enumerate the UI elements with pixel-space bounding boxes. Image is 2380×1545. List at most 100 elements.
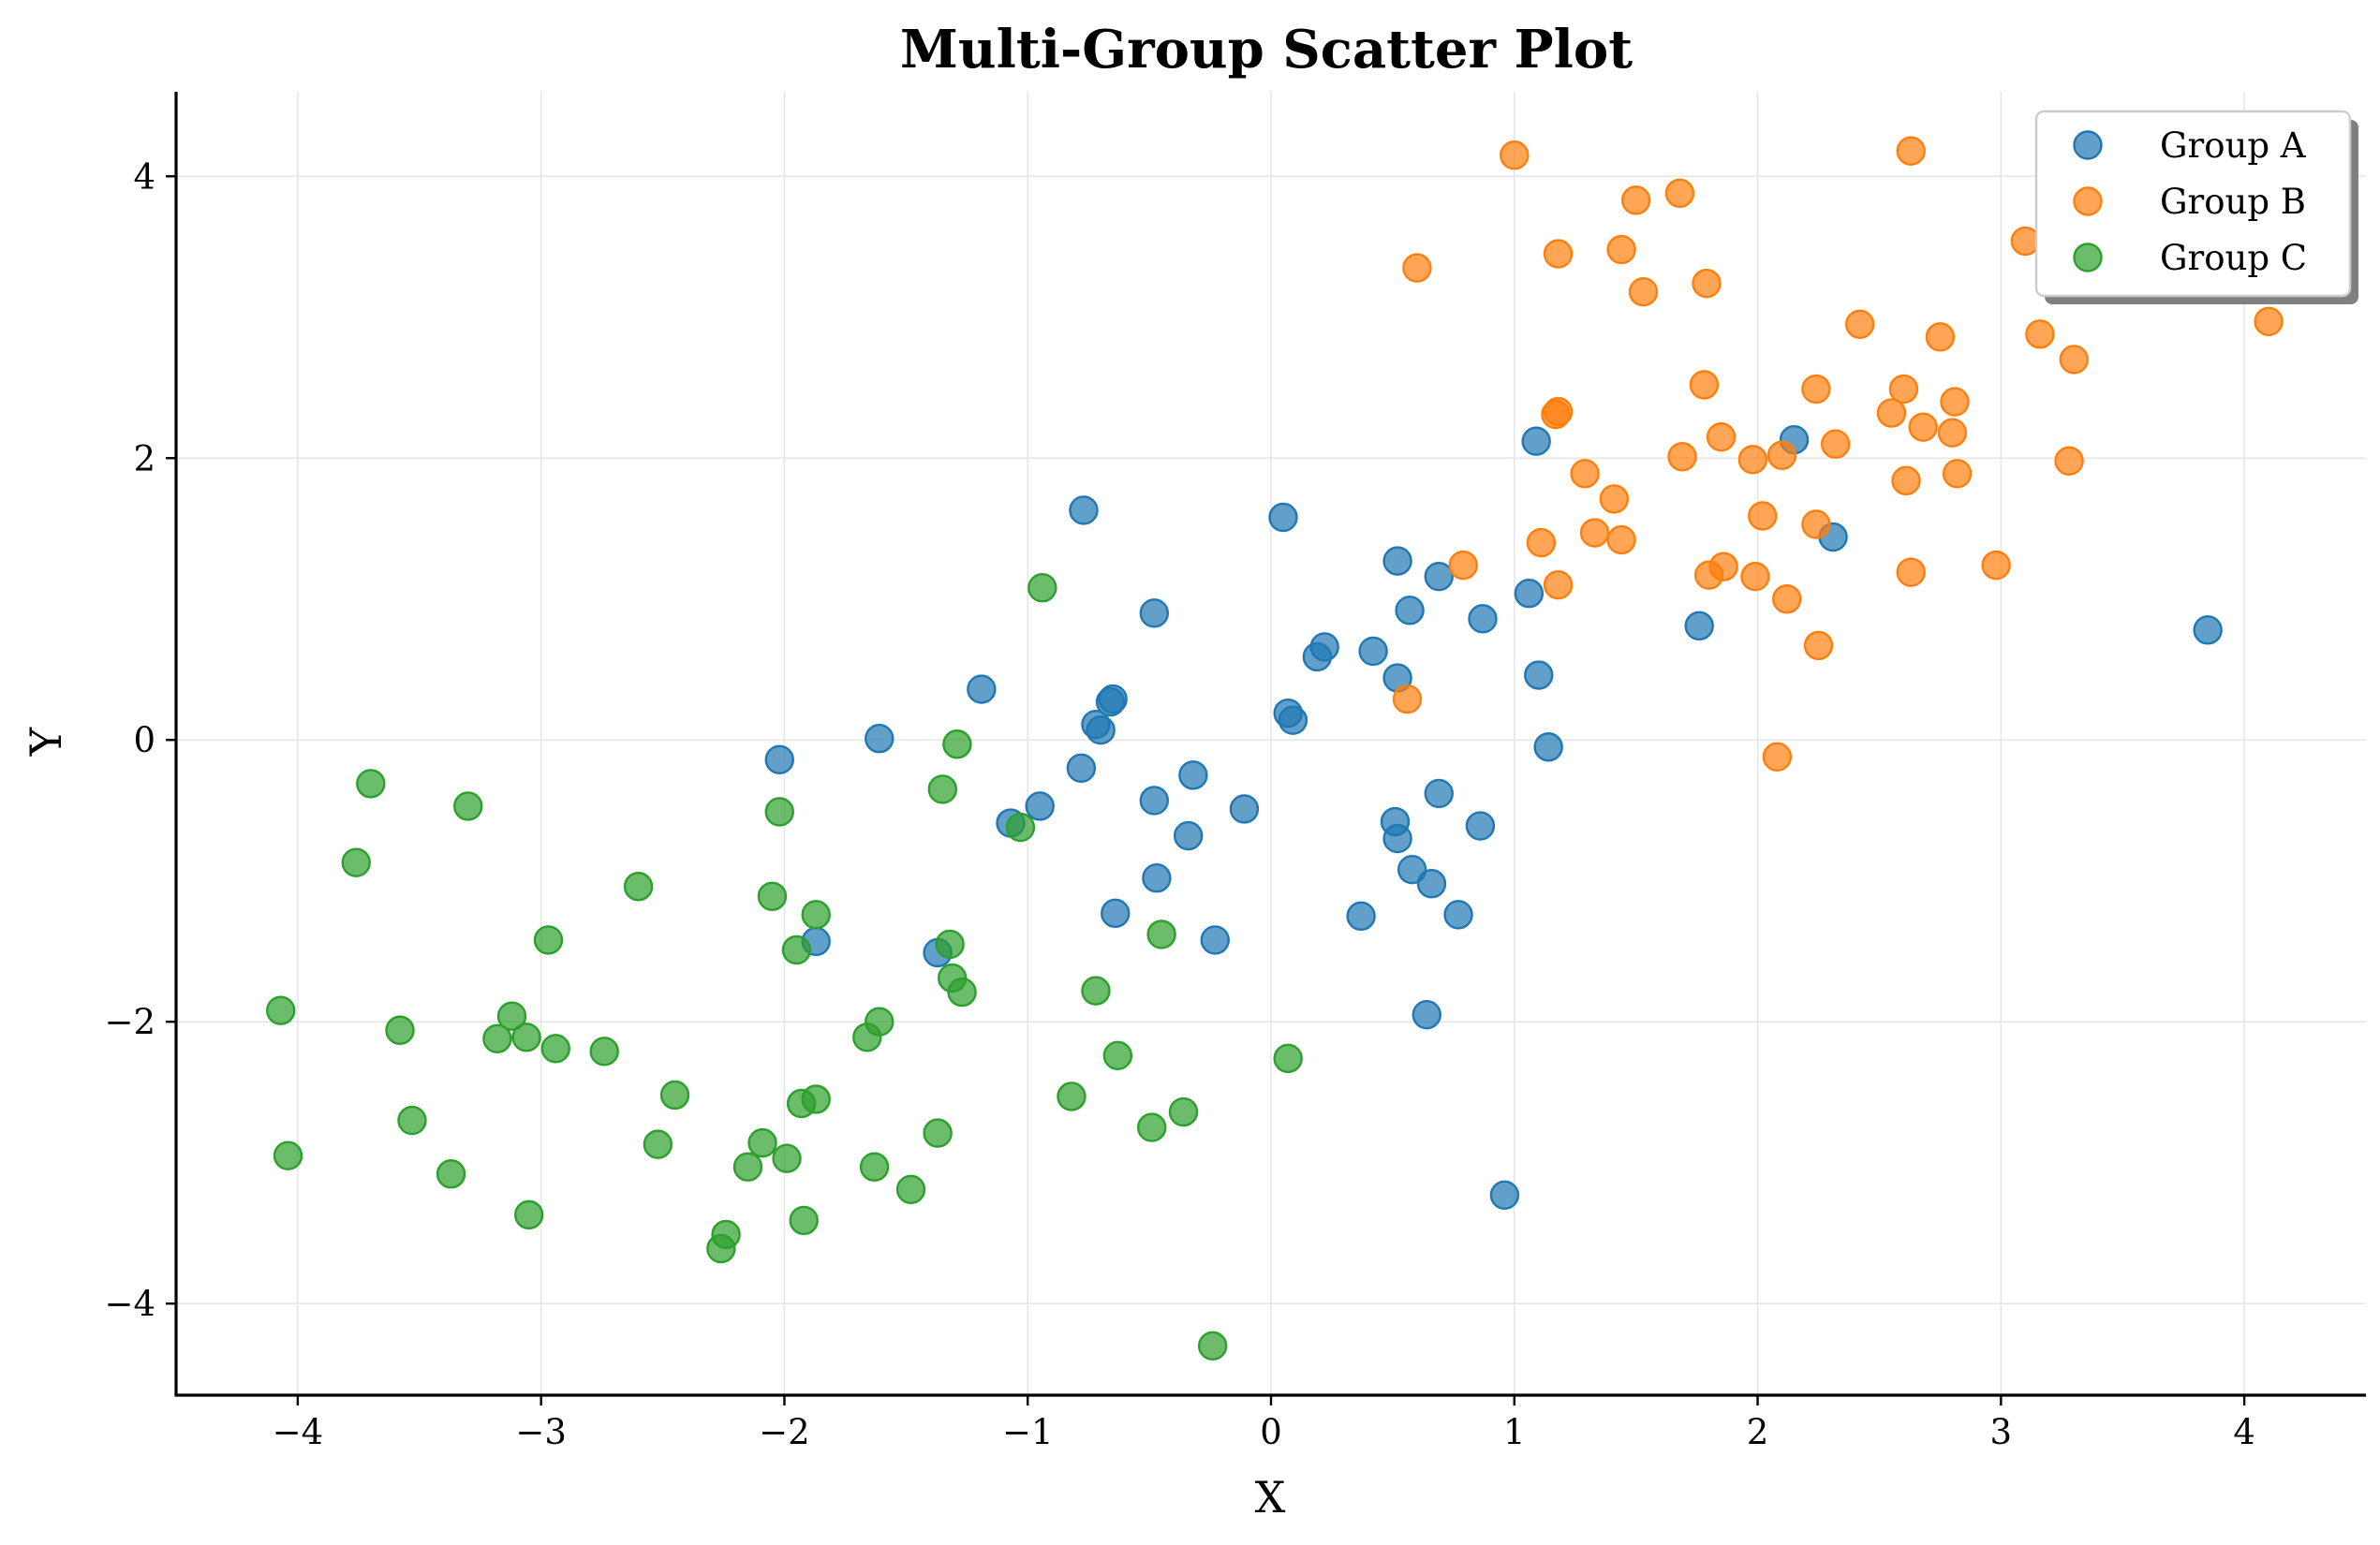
legend: Group A Group B Group C — [2034, 110, 2358, 304]
data-point — [1891, 465, 1921, 496]
data-point — [1057, 1082, 1087, 1111]
data-point — [1762, 742, 1793, 772]
data-point — [2059, 345, 2089, 375]
data-point — [496, 1001, 527, 1031]
data-point — [1382, 546, 1412, 576]
data-point — [385, 1015, 415, 1045]
data-point — [732, 1152, 763, 1182]
data-point — [1139, 786, 1170, 816]
data-point — [1937, 418, 1968, 448]
data-point — [1468, 604, 1498, 634]
data-point — [1521, 426, 1551, 456]
x-tick-label: 2 — [1747, 1412, 1769, 1452]
legend-frame — [2034, 110, 2352, 298]
x-tick-label: 1 — [1503, 1412, 1526, 1452]
x-tick-label: −4 — [273, 1412, 324, 1452]
data-point — [1346, 901, 1376, 932]
data-point — [1526, 527, 1557, 558]
data-point — [643, 1129, 673, 1159]
data-point — [1200, 925, 1230, 955]
data-point — [747, 1127, 777, 1158]
data-point — [1942, 459, 1973, 489]
data-point — [1500, 140, 1530, 170]
data-point — [1667, 442, 1697, 472]
data-point — [1309, 632, 1339, 662]
x-axis-ticks: −4 −3 −2 −1 0 1 2 3 4 — [273, 1395, 2255, 1452]
data-point — [1412, 999, 1441, 1030]
data-point — [1358, 636, 1388, 667]
data-point — [1416, 869, 1447, 899]
data-point — [1543, 239, 1574, 269]
series-group-a — [764, 425, 2223, 1211]
data-point — [1940, 387, 1970, 417]
data-point — [1229, 794, 1260, 824]
data-point — [1543, 570, 1574, 600]
y-tick-label: −4 — [104, 1284, 155, 1324]
data-point — [1086, 715, 1116, 745]
y-tick-label: 0 — [133, 720, 155, 760]
data-point — [1684, 611, 1714, 641]
data-point — [1025, 791, 1055, 821]
data-point — [757, 881, 788, 911]
data-point — [1606, 524, 1636, 555]
data-point — [1395, 596, 1425, 625]
legend-marker — [2073, 130, 2103, 160]
data-point — [789, 1205, 819, 1236]
data-point — [865, 724, 894, 754]
data-point — [1692, 268, 1722, 299]
data-point — [511, 1023, 541, 1052]
data-point — [1570, 459, 1600, 489]
data-point — [1069, 495, 1099, 525]
data-point — [397, 1105, 427, 1136]
data-point — [1095, 686, 1126, 717]
data-point — [1876, 398, 1907, 428]
legend-label: Group B — [2160, 182, 2306, 222]
y-axis-ticks: −4 −2 0 2 4 — [104, 156, 176, 1324]
data-point — [1541, 399, 1571, 430]
legend-label: Group A — [2160, 125, 2307, 166]
x-tick-label: −1 — [1002, 1412, 1054, 1452]
y-tick-label: 2 — [133, 438, 155, 478]
data-point — [273, 1140, 303, 1170]
data-point — [947, 977, 977, 1008]
data-point — [1142, 863, 1172, 893]
data-point — [1005, 812, 1036, 843]
data-point — [1628, 276, 1659, 307]
data-point — [533, 925, 564, 955]
data-point — [1981, 550, 2011, 581]
data-point — [1888, 374, 1919, 405]
data-point — [1178, 760, 1208, 790]
data-point — [1708, 552, 1738, 581]
legend-label: Group C — [2160, 238, 2307, 278]
x-tick-label: −3 — [515, 1412, 567, 1452]
data-point — [1740, 561, 1770, 592]
data-point — [659, 1080, 690, 1111]
data-point — [1579, 518, 1610, 548]
y-axis-label: Y — [21, 727, 71, 757]
data-point — [967, 674, 997, 704]
data-point — [1197, 1331, 1228, 1361]
data-point — [1392, 684, 1423, 714]
data-point — [1382, 823, 1412, 854]
data-point — [1402, 253, 1432, 283]
data-point — [1908, 412, 1938, 442]
data-point — [341, 847, 371, 877]
data-point — [1664, 178, 1695, 209]
data-point — [436, 1159, 466, 1189]
x-axis-label: X — [1255, 1472, 1286, 1523]
data-point — [2025, 319, 2055, 349]
chart-title: Multi-Group Scatter Plot — [900, 19, 1633, 81]
data-point — [589, 1037, 619, 1067]
data-point — [1524, 660, 1554, 690]
data-point — [1706, 421, 1737, 452]
data-point — [1533, 732, 1563, 762]
data-point — [923, 1118, 953, 1148]
data-point — [1139, 598, 1170, 628]
data-point — [1606, 234, 1636, 265]
data-point — [1896, 136, 1926, 166]
data-point — [801, 900, 831, 930]
data-point — [1803, 630, 1834, 661]
data-points — [266, 136, 2284, 1361]
data-point — [1514, 579, 1545, 609]
